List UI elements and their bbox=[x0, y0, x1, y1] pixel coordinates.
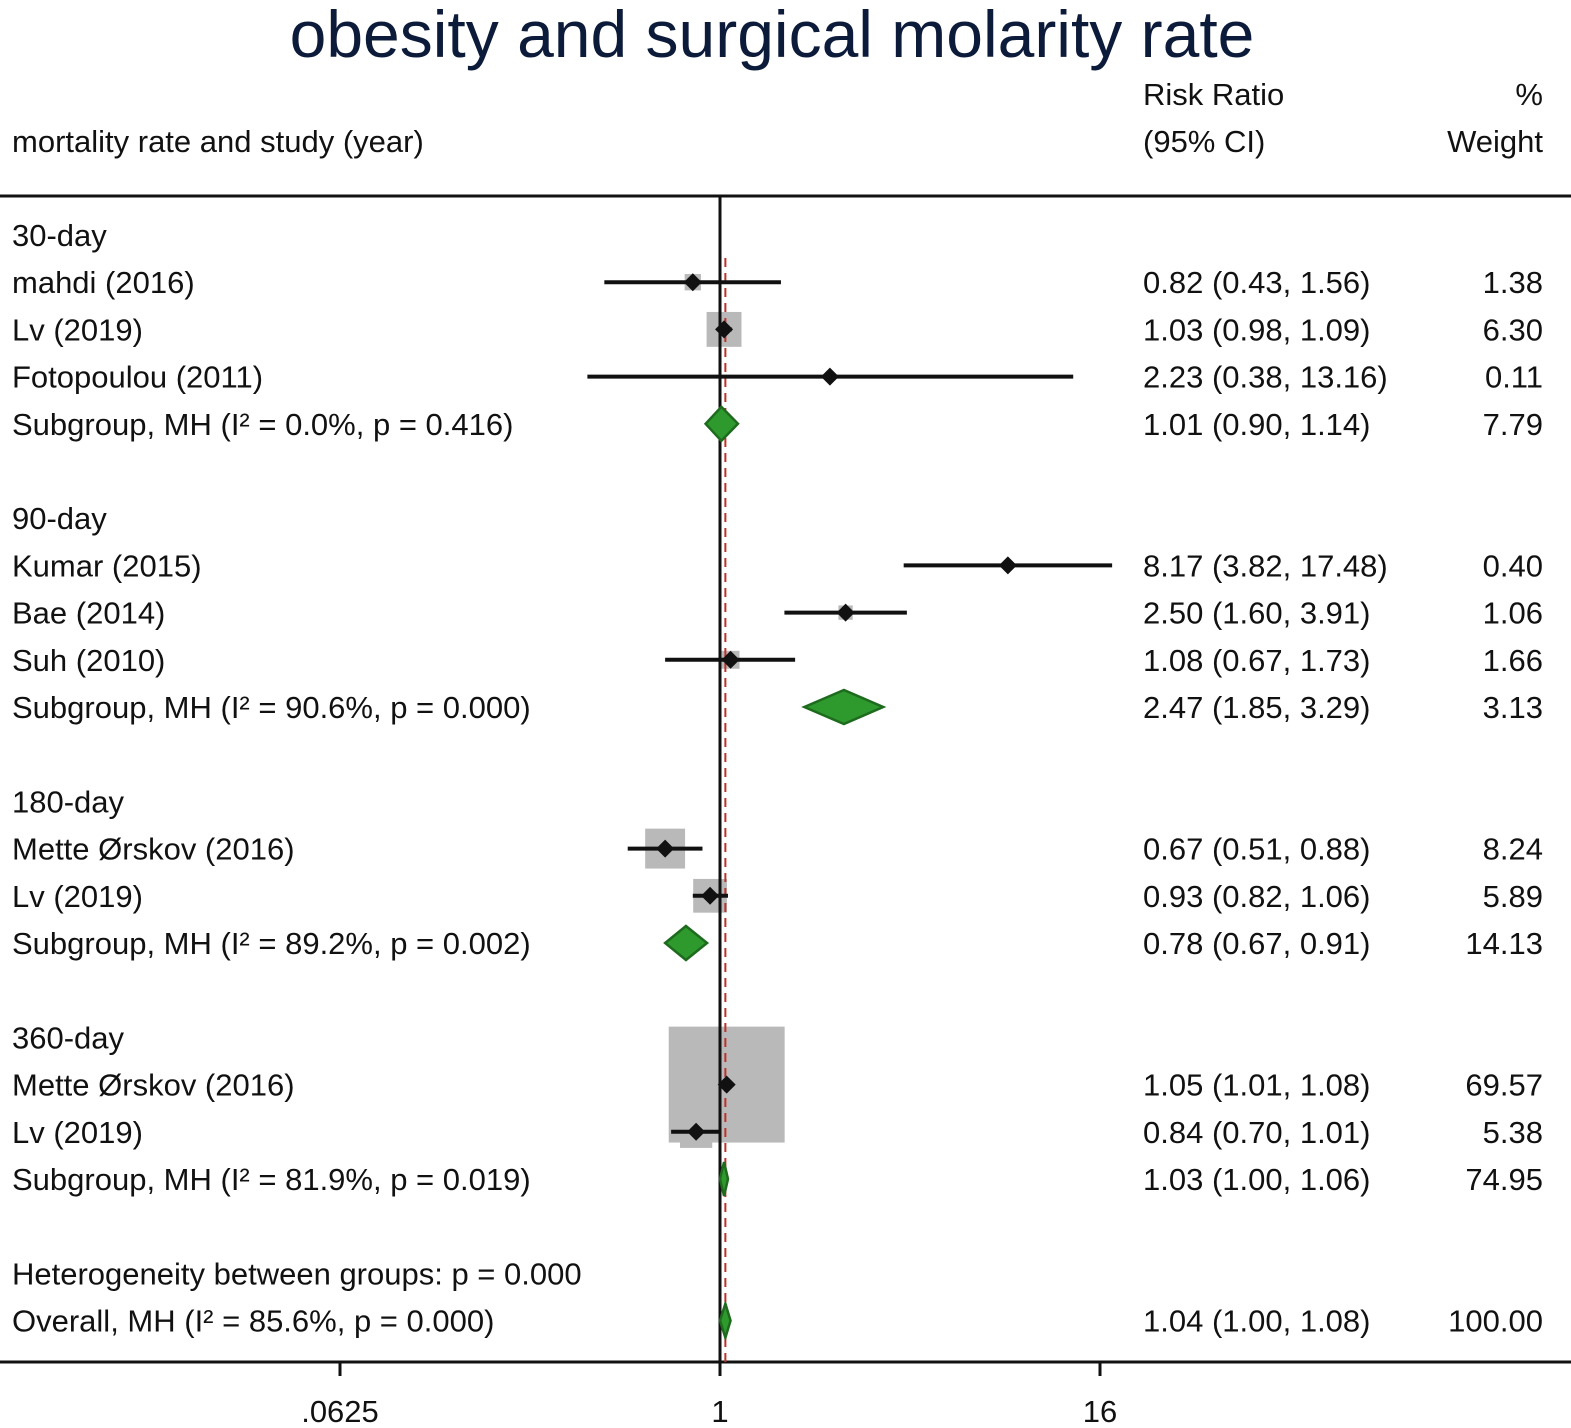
note-label: Heterogeneity between groups: p = 0.000 bbox=[12, 1256, 582, 1291]
subgroup-label: Subgroup, MH (I² = 90.6%, p = 0.000) bbox=[12, 690, 531, 725]
subgroup-diamond bbox=[801, 688, 887, 726]
weight-percent: 0.11 bbox=[1485, 360, 1543, 395]
point-estimate-marker bbox=[820, 367, 839, 386]
weight-percent: 8.24 bbox=[1483, 832, 1543, 867]
header-label-column: mortality rate and study (year) bbox=[12, 124, 424, 159]
risk-ratio-ci: 0.67 (0.51, 0.88) bbox=[1143, 832, 1371, 867]
x-axis-ticks: .0625 1 16 bbox=[301, 1362, 1117, 1428]
weight-percent: 7.79 bbox=[1483, 407, 1543, 442]
weight-percent: 0.40 bbox=[1483, 548, 1543, 583]
study-label: Bae (2014) bbox=[12, 596, 165, 631]
study-label: Kumar (2015) bbox=[12, 548, 202, 583]
weight-percent: 14.13 bbox=[1465, 926, 1543, 961]
x-tick-label: 16 bbox=[1083, 1394, 1117, 1428]
x-tick-label: .0625 bbox=[301, 1394, 379, 1428]
study-label: Mette Ørskov (2016) bbox=[12, 832, 295, 867]
risk-ratio-ci: 2.50 (1.60, 3.91) bbox=[1143, 596, 1371, 631]
point-estimate-marker bbox=[687, 1122, 706, 1141]
weight-percent: 3.13 bbox=[1483, 690, 1543, 725]
point-estimate-marker bbox=[715, 320, 734, 339]
point-estimate-marker bbox=[836, 603, 855, 622]
subgroup-diamond bbox=[663, 924, 710, 962]
chart-title: obesity and surgical molarity rate bbox=[290, 0, 1255, 71]
weight-percent: 1.66 bbox=[1483, 643, 1543, 678]
study-label: Lv (2019) bbox=[12, 1115, 143, 1150]
overall-label: Overall, MH (I² = 85.6%, p = 0.000) bbox=[12, 1304, 494, 1339]
point-estimate-marker bbox=[701, 886, 720, 905]
weight-percent: 5.38 bbox=[1483, 1115, 1543, 1150]
header-weight: Weight bbox=[1447, 124, 1543, 159]
risk-ratio-ci: 8.17 (3.82, 17.48) bbox=[1143, 548, 1388, 583]
subgroup-label: Subgroup, MH (I² = 0.0%, p = 0.416) bbox=[12, 407, 513, 442]
group-label: 30-day bbox=[12, 218, 107, 253]
weight-percent: 1.38 bbox=[1483, 265, 1543, 300]
point-estimate-marker bbox=[683, 273, 702, 292]
risk-ratio-ci: 0.82 (0.43, 1.56) bbox=[1143, 265, 1371, 300]
point-estimate-marker bbox=[717, 1075, 736, 1094]
risk-ratio-ci: 0.93 (0.82, 1.06) bbox=[1143, 879, 1371, 914]
study-label: Mette Ørskov (2016) bbox=[12, 1068, 295, 1103]
risk-ratio-ci: 1.03 (1.00, 1.06) bbox=[1143, 1162, 1371, 1197]
weight-percent: 100.00 bbox=[1448, 1304, 1543, 1339]
effect-marks bbox=[587, 273, 1113, 1342]
subgroup-label: Subgroup, MH (I² = 81.9%, p = 0.019) bbox=[12, 1162, 531, 1197]
risk-ratio-ci: 2.47 (1.85, 3.29) bbox=[1143, 690, 1371, 725]
point-estimate-marker bbox=[656, 839, 675, 858]
group-label: 180-day bbox=[12, 784, 125, 819]
weight-percent: 6.30 bbox=[1483, 312, 1543, 347]
weight-percent: 5.89 bbox=[1483, 879, 1543, 914]
risk-ratio-ci: 1.05 (1.01, 1.08) bbox=[1143, 1068, 1371, 1103]
risk-ratio-ci: 0.84 (0.70, 1.01) bbox=[1143, 1115, 1371, 1150]
chart-header: obesity and surgical molarity rate morta… bbox=[12, 0, 1543, 159]
group-label: 90-day bbox=[12, 501, 107, 536]
study-label: Lv (2019) bbox=[12, 879, 143, 914]
risk-ratio-ci: 1.03 (0.98, 1.09) bbox=[1143, 312, 1371, 347]
risk-ratio-ci: 1.01 (0.90, 1.14) bbox=[1143, 407, 1371, 442]
group-label: 360-day bbox=[12, 1020, 125, 1055]
weight-percent: 1.06 bbox=[1483, 596, 1543, 631]
risk-ratio-ci: 1.08 (0.67, 1.73) bbox=[1143, 643, 1371, 678]
risk-ratio-ci: 2.23 (0.38, 13.16) bbox=[1143, 360, 1388, 395]
header-ci: (95% CI) bbox=[1143, 124, 1265, 159]
study-label: Fotopoulou (2011) bbox=[12, 360, 263, 395]
risk-ratio-ci: 1.04 (1.00, 1.08) bbox=[1143, 1304, 1371, 1339]
row-text: 30-day mahdi (2016) 0.82 (0.43, 1.56) 1.38 L… bbox=[12, 218, 1543, 1339]
point-estimate-marker bbox=[998, 556, 1017, 575]
overall-diamond bbox=[718, 1299, 732, 1342]
risk-ratio-ci: 0.78 (0.67, 0.91) bbox=[1143, 926, 1371, 961]
subgroup-diamond bbox=[703, 404, 740, 443]
point-estimate-marker bbox=[721, 650, 740, 669]
header-percent: % bbox=[1515, 77, 1543, 112]
study-label: Suh (2010) bbox=[12, 643, 165, 678]
subgroup-diamond bbox=[718, 1161, 730, 1197]
x-tick-label: 1 bbox=[711, 1394, 728, 1428]
study-label: mahdi (2016) bbox=[12, 265, 195, 300]
subgroup-label: Subgroup, MH (I² = 89.2%, p = 0.002) bbox=[12, 926, 531, 961]
weight-percent: 74.95 bbox=[1465, 1162, 1543, 1197]
weight-percent: 69.57 bbox=[1465, 1068, 1543, 1103]
study-label: Lv (2019) bbox=[12, 312, 143, 347]
header-risk-ratio: Risk Ratio bbox=[1143, 77, 1284, 112]
